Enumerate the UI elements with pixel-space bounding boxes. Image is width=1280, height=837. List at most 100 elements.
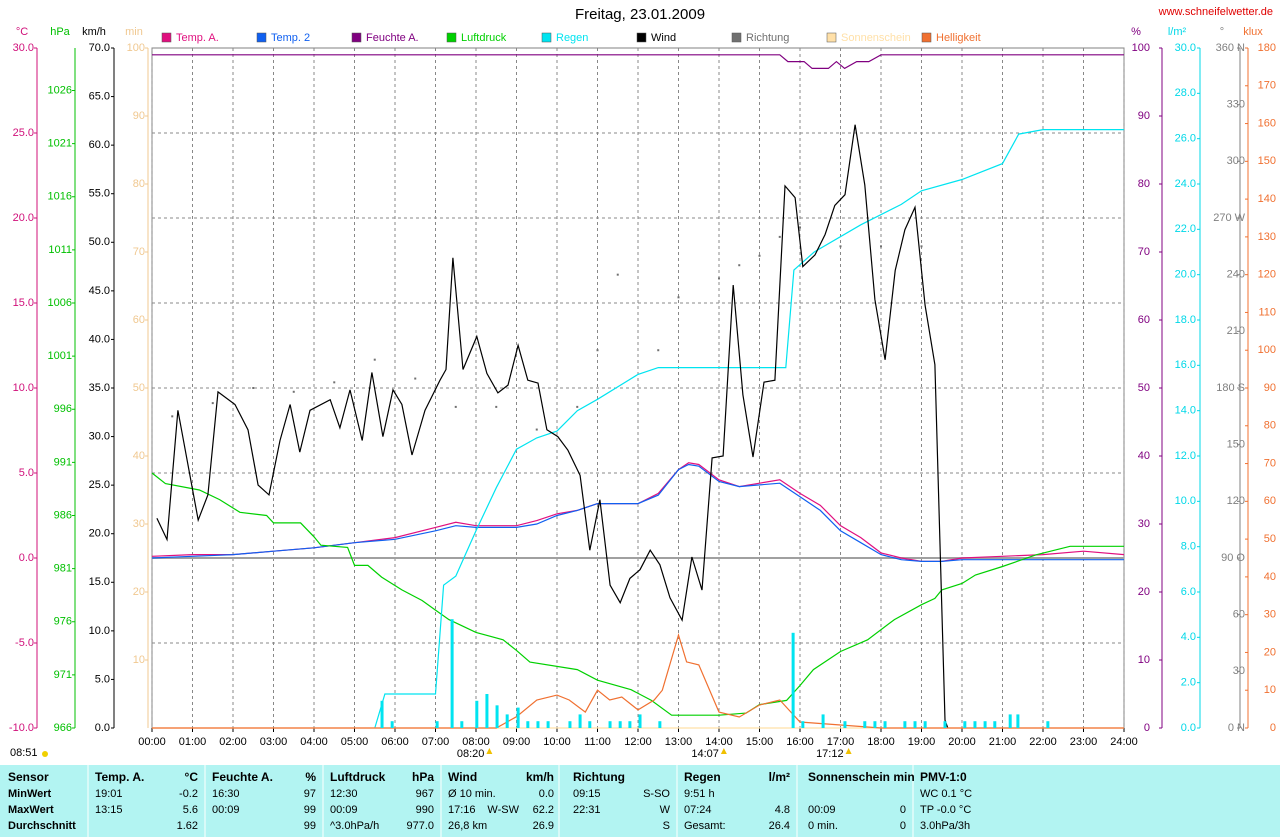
x-tick-label: 07:00 xyxy=(422,736,450,748)
source: www.schneifelwetter.de xyxy=(1158,6,1273,18)
table-cell: 0.0 xyxy=(539,788,554,800)
y-tick-label: 20.0 xyxy=(89,528,110,540)
y-tick-label: 50 xyxy=(1138,382,1150,394)
table-cell: 990 xyxy=(416,804,434,816)
table-cell: °C xyxy=(185,770,199,784)
direction-dot xyxy=(535,428,538,431)
rain-bar xyxy=(618,721,622,728)
axis-unit: min xyxy=(125,26,143,38)
x-tick-label: 01:00 xyxy=(179,736,207,748)
y-tick-label: -5.0 xyxy=(15,637,34,649)
rain-bar xyxy=(450,619,454,728)
y-tick-label: 40.0 xyxy=(89,333,110,345)
rain-bar xyxy=(568,721,572,728)
rain-bar xyxy=(993,721,997,728)
legend-label: Wind xyxy=(651,32,676,44)
rain-bar xyxy=(628,721,632,728)
table-cell: 977.0 xyxy=(406,820,434,832)
series-line xyxy=(151,472,1124,716)
annotation-label: 14:07 xyxy=(691,748,719,760)
axis-unit: °C xyxy=(16,26,28,38)
rain-bar xyxy=(801,721,805,728)
table-cell: 17:16 xyxy=(448,804,476,816)
legend-label: Richtung xyxy=(746,32,789,44)
rain-bar xyxy=(658,721,662,728)
y-tick-label: 1016 xyxy=(48,191,72,203)
x-tick-label: 05:00 xyxy=(341,736,369,748)
y-tick-label: 40 xyxy=(1264,571,1276,583)
x-tick-label: 12:00 xyxy=(624,736,652,748)
table-cell: S xyxy=(663,820,670,832)
direction-dot xyxy=(880,245,882,248)
table-cell: Regen xyxy=(684,770,721,784)
table-cell: 16:30 xyxy=(212,788,240,800)
rain-bar xyxy=(973,721,977,728)
direction-dot xyxy=(373,358,376,361)
y-tick-label: 0.0 xyxy=(1181,722,1196,734)
y-tick-label: 90 O xyxy=(1221,552,1245,564)
legend-label: Temp. A. xyxy=(176,32,219,44)
axis-unit: % xyxy=(1131,26,1141,38)
rain-bar xyxy=(536,721,540,728)
table-cell: 12:30 xyxy=(330,788,358,800)
rain-bar xyxy=(913,721,917,728)
table-cell: MinWert xyxy=(8,788,52,800)
y-tick-label: 100 xyxy=(127,42,145,54)
x-tick-label: 06:00 xyxy=(381,736,409,748)
rain-bar xyxy=(983,721,987,728)
y-tick-label: 1011 xyxy=(48,244,72,256)
legend-swatch xyxy=(636,32,647,43)
x-tick-label: 23:00 xyxy=(1070,736,1098,748)
x-tick-label: 22:00 xyxy=(1029,736,1057,748)
x-tick-label: 18:00 xyxy=(867,736,895,748)
y-tick-label: 40 xyxy=(133,450,145,462)
rain-bar xyxy=(1016,714,1020,728)
rain-bar xyxy=(943,721,947,728)
y-tick-label: 30 xyxy=(1264,609,1276,621)
table-cell: 4.8 xyxy=(775,804,790,816)
y-tick-label: 100 xyxy=(1258,344,1276,356)
y-tick-label: 8.0 xyxy=(1181,541,1196,553)
table-background xyxy=(0,765,1280,837)
legend-swatch xyxy=(921,32,932,43)
y-tick-label: 996 xyxy=(54,403,72,415)
y-tick-label: 30.0 xyxy=(13,42,34,54)
y-tick-label: 60.0 xyxy=(89,139,110,151)
y-tick-label: 30.0 xyxy=(89,430,110,442)
direction-dot xyxy=(677,296,680,299)
series-line xyxy=(374,129,1124,729)
y-tick-label: 12.0 xyxy=(1175,450,1196,462)
y-tick-label: 240 xyxy=(1227,269,1245,281)
table-cell: 3.0hPa/3h xyxy=(920,820,970,832)
y-tick-label: 55.0 xyxy=(89,188,110,200)
direction-dot xyxy=(495,405,498,408)
y-tick-label: 50.0 xyxy=(89,236,110,248)
direction-dot xyxy=(657,349,660,352)
table-cell: 26,8 km xyxy=(448,820,487,832)
y-tick-label: 0 xyxy=(1144,722,1150,734)
y-tick-label: 60 xyxy=(1264,495,1276,507)
table-cell: Temp. A. xyxy=(95,770,144,784)
axis-unit: km/h xyxy=(82,26,106,38)
rain-bar xyxy=(863,721,867,728)
y-tick-label: 70 xyxy=(133,246,145,258)
annotation-marker xyxy=(845,748,852,754)
table-cell: 5.6 xyxy=(183,804,198,816)
rain-bar xyxy=(1046,721,1050,728)
axis-unit: klux xyxy=(1243,26,1263,38)
rain-bar xyxy=(638,714,642,728)
legend-label: Temp. 2 xyxy=(271,32,310,44)
y-tick-label: 1006 xyxy=(48,297,72,309)
y-tick-label: 300 xyxy=(1227,155,1245,167)
y-tick-label: 120 xyxy=(1227,495,1245,507)
y-tick-label: 2.0 xyxy=(1181,677,1196,689)
y-tick-label: 15.0 xyxy=(13,297,34,309)
rain-bar xyxy=(873,721,877,728)
rain-bar xyxy=(883,721,887,728)
table-cell: ^3.0hPa/h xyxy=(330,820,379,832)
y-tick-label: 26.0 xyxy=(1175,133,1196,145)
direction-dot xyxy=(596,349,599,352)
y-tick-label: 90 xyxy=(1138,110,1150,122)
y-tick-label: 210 xyxy=(1227,325,1245,337)
